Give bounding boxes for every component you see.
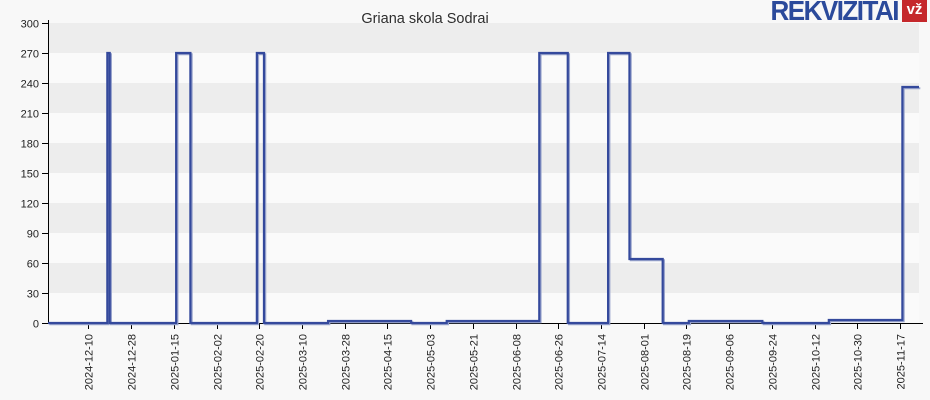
svg-text:150: 150 bbox=[21, 169, 39, 181]
svg-text:90: 90 bbox=[27, 229, 39, 241]
svg-text:2025-11-17: 2025-11-17 bbox=[896, 334, 908, 389]
svg-text:2025-05-03: 2025-05-03 bbox=[426, 334, 438, 390]
svg-text:2025-09-24: 2025-09-24 bbox=[768, 334, 780, 390]
svg-text:2025-02-20: 2025-02-20 bbox=[255, 334, 267, 390]
svg-text:2025-03-28: 2025-03-28 bbox=[341, 334, 353, 390]
svg-text:210: 210 bbox=[21, 109, 39, 121]
svg-text:2025-06-26: 2025-06-26 bbox=[554, 334, 566, 390]
svg-text:2025-09-06: 2025-09-06 bbox=[725, 334, 737, 390]
svg-text:2025-07-14: 2025-07-14 bbox=[597, 334, 609, 390]
svg-text:2025-08-01: 2025-08-01 bbox=[640, 334, 652, 390]
svg-text:180: 180 bbox=[21, 139, 39, 151]
svg-text:2025-04-15: 2025-04-15 bbox=[383, 334, 395, 390]
svg-text:2025-05-21: 2025-05-21 bbox=[469, 334, 481, 390]
svg-text:270: 270 bbox=[21, 49, 39, 61]
chart-title: Griana skola Sodrai bbox=[361, 11, 489, 27]
svg-text:300: 300 bbox=[21, 19, 39, 31]
svg-text:120: 120 bbox=[21, 199, 39, 211]
svg-text:2025-01-15: 2025-01-15 bbox=[170, 334, 182, 390]
svg-text:30: 30 bbox=[27, 289, 39, 301]
svg-text:2025-02-02: 2025-02-02 bbox=[213, 334, 225, 390]
svg-text:2024-12-28: 2024-12-28 bbox=[127, 334, 139, 390]
svg-text:2025-08-19: 2025-08-19 bbox=[682, 334, 694, 390]
rekvizitai-logo[interactable]: REKVIZITAI vž bbox=[770, 0, 927, 27]
rekvizitai-logo-text: REKVIZITAI bbox=[770, 0, 899, 27]
svg-text:2025-10-30: 2025-10-30 bbox=[853, 334, 865, 390]
svg-text:2025-03-10: 2025-03-10 bbox=[298, 334, 310, 390]
svg-text:0: 0 bbox=[33, 319, 39, 331]
svg-text:2025-10-12: 2025-10-12 bbox=[811, 334, 823, 390]
svg-text:2025-06-08: 2025-06-08 bbox=[512, 334, 524, 390]
vz-badge: vž bbox=[902, 0, 927, 22]
svg-text:60: 60 bbox=[27, 259, 39, 271]
svg-text:240: 240 bbox=[21, 79, 39, 91]
svg-text:2024-12-10: 2024-12-10 bbox=[84, 334, 96, 390]
